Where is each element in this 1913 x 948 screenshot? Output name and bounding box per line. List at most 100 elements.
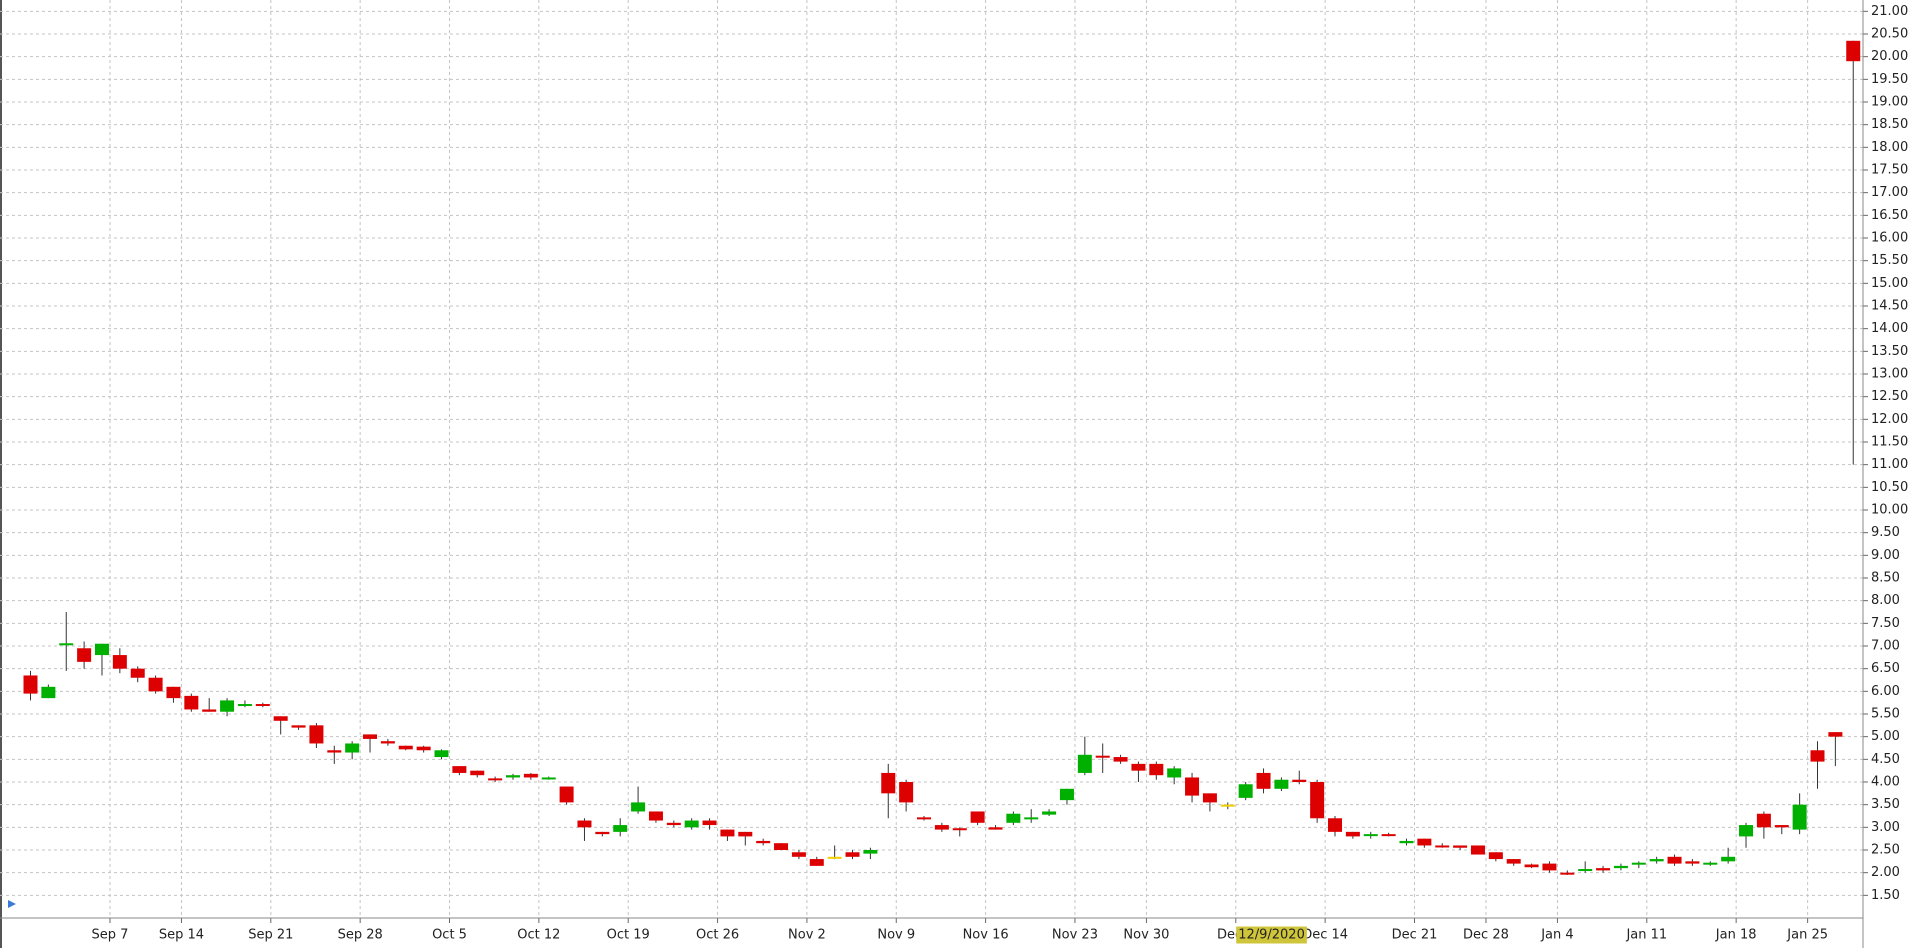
candle-body bbox=[1667, 856, 1682, 864]
x-tick-label: Jan 11 bbox=[1625, 928, 1667, 943]
candle-body bbox=[327, 750, 342, 753]
x-tick-label: Dec 14 bbox=[1302, 928, 1348, 943]
y-tick-label: 6.00 bbox=[1871, 684, 1900, 699]
candle-body bbox=[1006, 813, 1021, 823]
candle-body bbox=[470, 770, 485, 776]
candle-body bbox=[1417, 838, 1432, 846]
candle-body bbox=[845, 852, 860, 857]
candle-body bbox=[237, 704, 252, 707]
y-tick-label: 4.50 bbox=[1871, 752, 1900, 767]
candle-body bbox=[1506, 859, 1521, 864]
candle-body bbox=[863, 850, 878, 854]
candle-body bbox=[166, 686, 181, 699]
candle-body bbox=[1167, 768, 1182, 778]
candle-body bbox=[59, 643, 74, 646]
y-tick-label: 7.50 bbox=[1871, 616, 1900, 631]
y-tick-label: 12.50 bbox=[1871, 389, 1908, 404]
candle-body bbox=[184, 695, 199, 710]
candle-body bbox=[398, 745, 413, 750]
candle-body bbox=[1774, 825, 1789, 828]
candle-body bbox=[1363, 834, 1378, 837]
scroll-icon[interactable] bbox=[8, 900, 16, 908]
y-tick-label: 19.00 bbox=[1871, 95, 1908, 110]
candle-body bbox=[988, 827, 1003, 830]
y-tick-label: 1.50 bbox=[1871, 888, 1900, 903]
candle-body bbox=[774, 843, 789, 850]
y-tick-label: 16.50 bbox=[1871, 208, 1908, 223]
candle-body bbox=[1274, 779, 1289, 789]
candle-body bbox=[952, 828, 967, 831]
y-tick-label: 11.50 bbox=[1871, 435, 1908, 450]
x-tick-label: Jan 18 bbox=[1715, 928, 1757, 943]
candle-body bbox=[505, 775, 520, 778]
candle-body bbox=[291, 725, 306, 728]
y-tick-label: 15.50 bbox=[1871, 253, 1908, 268]
candle-body bbox=[1649, 859, 1664, 862]
y-tick-label: 13.00 bbox=[1871, 367, 1908, 382]
y-tick-label: 13.50 bbox=[1871, 344, 1908, 359]
candle-body bbox=[1185, 777, 1200, 796]
y-tick-label: 19.50 bbox=[1871, 72, 1908, 87]
x-tick-label: Nov 16 bbox=[963, 928, 1009, 943]
candle-body bbox=[41, 686, 56, 699]
crosshair-label-text: 12/9/2020 bbox=[1238, 928, 1305, 943]
candle-body bbox=[220, 700, 235, 712]
candle-body bbox=[94, 643, 109, 656]
candle-body bbox=[720, 829, 735, 837]
candle-body bbox=[1345, 831, 1360, 837]
x-tick-label: Oct 19 bbox=[607, 928, 650, 943]
x-tick-label: Nov 9 bbox=[877, 928, 915, 943]
candle-body bbox=[666, 822, 681, 826]
y-tick-label: 20.00 bbox=[1871, 49, 1908, 64]
candle-body bbox=[1113, 757, 1128, 762]
y-tick-label: 2.00 bbox=[1871, 865, 1900, 880]
candle-body bbox=[1524, 864, 1539, 868]
x-tick-label: Oct 5 bbox=[432, 928, 467, 943]
y-tick-label: 10.50 bbox=[1871, 480, 1908, 495]
candle-body bbox=[881, 772, 896, 794]
candle-body bbox=[1560, 872, 1575, 875]
y-tick-label: 5.50 bbox=[1871, 707, 1900, 722]
candle-body bbox=[1024, 817, 1039, 820]
y-tick-label: 12.00 bbox=[1871, 412, 1908, 427]
x-tick-label: Sep 21 bbox=[248, 928, 293, 943]
candle-body bbox=[738, 831, 753, 837]
candle-body bbox=[631, 802, 646, 812]
candle-body bbox=[1613, 865, 1628, 869]
x-tick-label: Dec 21 bbox=[1392, 928, 1438, 943]
crosshair-label-bg bbox=[1236, 926, 1307, 944]
candle-body bbox=[363, 734, 378, 739]
candle-body bbox=[559, 786, 574, 803]
candle-body bbox=[1077, 754, 1092, 773]
x-tick-label: Nov 30 bbox=[1123, 928, 1169, 943]
candle-body bbox=[130, 668, 145, 678]
candle-body bbox=[1310, 782, 1325, 819]
candle-body bbox=[434, 750, 449, 758]
crosshair-label: 12/9/2020 bbox=[1236, 926, 1307, 944]
candle-body bbox=[756, 840, 771, 844]
candle-body bbox=[452, 766, 467, 773]
x-tick-label: Nov 23 bbox=[1052, 928, 1098, 943]
candle-body bbox=[1488, 852, 1503, 860]
candle-body bbox=[1131, 763, 1146, 771]
x-tick-label: Sep 28 bbox=[338, 928, 383, 943]
candle-body bbox=[577, 820, 592, 828]
y-tick-label: 16.00 bbox=[1871, 231, 1908, 246]
y-tick-label: 3.50 bbox=[1871, 797, 1900, 812]
candle-body bbox=[416, 746, 431, 751]
candle-body bbox=[1238, 784, 1253, 798]
candle-body bbox=[380, 741, 395, 744]
y-tick-label: 21.00 bbox=[1871, 4, 1908, 19]
candle-body bbox=[345, 743, 360, 753]
candle-body bbox=[148, 677, 163, 692]
y-tick-label: 20.50 bbox=[1871, 27, 1908, 42]
y-tick-label: 14.00 bbox=[1871, 321, 1908, 336]
candle-body bbox=[488, 778, 503, 781]
y-tick-label: 9.00 bbox=[1871, 548, 1900, 563]
y-tick-label: 9.50 bbox=[1871, 525, 1900, 540]
x-tick-label: Jan 4 bbox=[1540, 928, 1573, 943]
candle-body bbox=[899, 782, 914, 803]
candle-body bbox=[112, 655, 127, 669]
candle-body bbox=[1685, 861, 1700, 864]
